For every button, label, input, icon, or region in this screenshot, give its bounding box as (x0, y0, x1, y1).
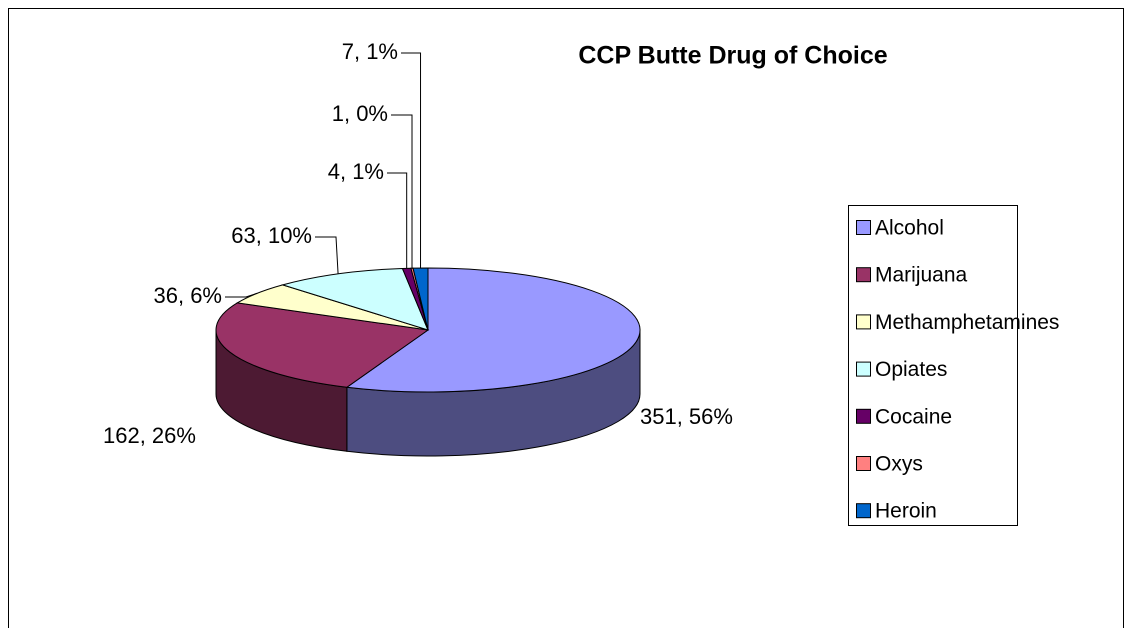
data-label: 36, 6% (154, 283, 223, 308)
data-label: 1, 0% (332, 101, 388, 126)
legend-label: Heroin (875, 500, 937, 523)
leader-line (401, 52, 422, 269)
legend-swatch (856, 503, 871, 519)
legend-swatch (856, 220, 871, 235)
legend-label: Methamphetamines (875, 311, 1059, 334)
legend-swatch (856, 361, 871, 377)
data-label: 4, 1% (328, 159, 384, 184)
legend-label: Opiates (875, 358, 947, 381)
slice (215, 302, 430, 388)
data-label: 63, 10% (231, 223, 312, 248)
data-label: 162, 26% (103, 423, 196, 448)
legend-label: Alcohol (875, 217, 944, 240)
leader-line (225, 292, 258, 298)
leader-line (387, 172, 408, 269)
chart-frame (8, 8, 1124, 628)
legend-swatch (856, 314, 871, 330)
data-label: 351, 56% (640, 404, 733, 429)
leader-line (391, 114, 413, 269)
legend-label: Marijuana (875, 264, 968, 287)
leader-line (315, 236, 339, 274)
chart-title: CCP Butte Drug of Choice (578, 42, 887, 70)
legend-swatch (856, 267, 871, 283)
legend-swatch (856, 408, 871, 424)
legend-label: Oxys (875, 453, 923, 476)
legend-swatch (856, 456, 871, 471)
legend-label: Cocaine (875, 405, 952, 428)
legend-box (848, 205, 1018, 526)
data-label: 7, 1% (342, 39, 398, 64)
slice (345, 267, 641, 393)
